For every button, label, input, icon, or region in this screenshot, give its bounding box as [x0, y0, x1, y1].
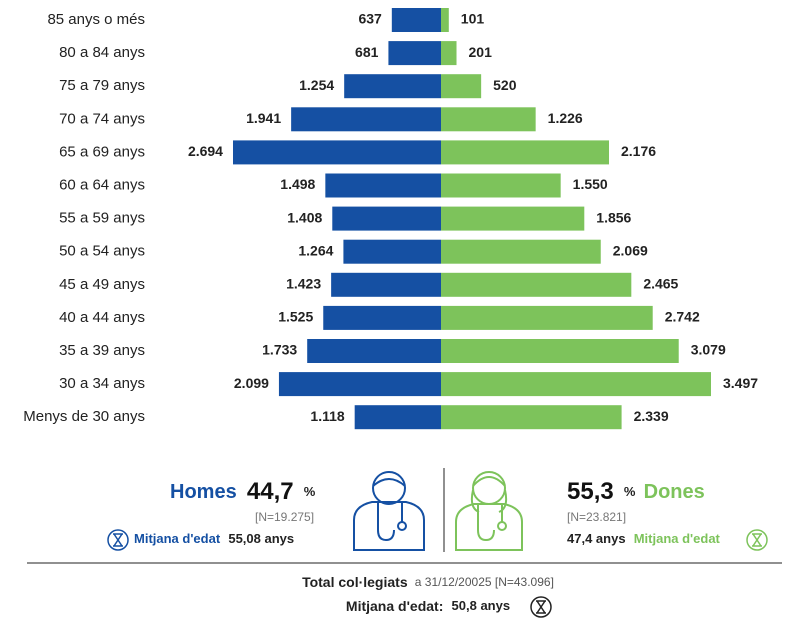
bar	[232, 140, 441, 165]
hourglass-icon	[746, 529, 768, 551]
category-label: 65 a 69 anys	[59, 143, 145, 160]
hourglass-icon	[107, 529, 129, 551]
bar	[307, 339, 441, 363]
men-mean-value: 55,08 anys	[228, 531, 294, 546]
bar	[441, 74, 482, 99]
total-mean-label: Mitjana d'edat:	[346, 598, 443, 614]
bar	[441, 173, 561, 198]
women-percent-sign: %	[624, 484, 636, 499]
value-label: 1.550	[573, 176, 608, 192]
category-label: 30 a 34 anys	[59, 375, 145, 392]
value-label: 2.099	[234, 375, 269, 391]
male-doctor-icon	[353, 471, 425, 551]
bar	[332, 206, 441, 231]
category-label: 80 a 84 anys	[59, 44, 145, 61]
total-label: Total col·legiats	[302, 574, 408, 590]
bar	[441, 305, 653, 330]
bar	[354, 405, 441, 430]
men-mean-label: Mitjana d'edat	[134, 531, 221, 546]
value-label: 1.525	[278, 309, 313, 325]
value-label: 1.118	[310, 408, 344, 424]
total-mean-value: 50,8 anys	[452, 598, 511, 613]
bar	[441, 206, 585, 231]
women-n: [N=23.821]	[567, 510, 626, 524]
men-n: [N=19.275]	[255, 510, 314, 524]
value-label: 2.742	[665, 309, 700, 325]
value-label: 101	[461, 11, 485, 27]
value-label: 2.694	[188, 143, 223, 159]
bar	[441, 140, 610, 165]
bar	[343, 239, 441, 264]
bar	[391, 8, 441, 32]
bar	[291, 107, 441, 132]
men-heading: Homes 44,7 %	[170, 478, 316, 505]
value-label: 2.339	[634, 408, 669, 424]
category-label: Menys de 30 anys	[23, 408, 145, 425]
value-label: 1.941	[246, 110, 281, 126]
category-label: 40 a 44 anys	[59, 309, 145, 326]
men-percent: 44,7	[247, 478, 294, 505]
category-label: 85 anys o més	[47, 11, 145, 28]
hourglass-icon	[530, 596, 552, 618]
value-label: 637	[358, 11, 382, 27]
bar	[388, 41, 441, 66]
women-mean-label: Mitjana d'edat	[634, 531, 721, 546]
value-label: 1.264	[298, 242, 333, 258]
category-label: 75 a 79 anys	[59, 77, 145, 94]
bar	[278, 372, 441, 397]
women-mean-value: 47,4 anys	[567, 531, 626, 546]
men-percent-sign: %	[304, 484, 316, 499]
bar	[441, 405, 622, 430]
men-label: Homes	[170, 481, 237, 503]
pyramid-plot: 85 anys o més 637 101 80 a 84 anys 681 201 75 …	[23, 8, 758, 430]
value-label: 2.176	[621, 143, 656, 159]
total-mean: Mitjana d'edat: 50,8 anys	[346, 598, 510, 615]
category-label: 45 a 49 anys	[59, 276, 145, 293]
value-label: 1.498	[280, 176, 315, 192]
value-label: 3.497	[723, 375, 758, 391]
bar	[441, 372, 711, 397]
value-label: 2.465	[643, 276, 678, 292]
value-label: 1.226	[548, 110, 583, 126]
bar	[344, 74, 441, 99]
women-label: Dones	[644, 481, 705, 503]
total-detail: a 31/12/20025 [N=43.096]	[415, 575, 554, 589]
bar	[325, 173, 441, 198]
value-label: 201	[469, 44, 493, 60]
men-mean: Mitjana d'edat 55,08 anys	[134, 531, 294, 548]
value-label: 3.079	[691, 342, 726, 358]
female-doctor-icon	[455, 471, 523, 551]
value-label: 681	[355, 44, 379, 60]
bar	[441, 107, 536, 132]
category-label: 70 a 74 anys	[59, 110, 145, 127]
bar	[441, 339, 679, 363]
bar	[441, 8, 449, 32]
value-label: 520	[493, 77, 517, 93]
category-label: 50 a 54 anys	[59, 243, 145, 260]
bar	[441, 272, 632, 297]
category-label: 35 a 39 anys	[59, 342, 145, 359]
bar	[441, 41, 457, 66]
value-label: 1.254	[299, 77, 334, 93]
value-label: 1.733	[262, 342, 297, 358]
value-label: 1.423	[286, 276, 321, 292]
total-line: Total col·legiats a 31/12/20025 [N=43.09…	[302, 574, 554, 591]
value-label: 1.408	[287, 209, 322, 225]
women-percent: 55,3	[567, 478, 614, 505]
bar	[441, 239, 601, 264]
value-label: 1.856	[596, 209, 631, 225]
category-label: 55 a 59 anys	[59, 210, 145, 227]
value-label: 2.069	[613, 242, 648, 258]
women-mean: 47,4 anys Mitjana d'edat	[567, 531, 721, 548]
women-heading: 55,3 % Dones	[567, 478, 705, 505]
bar	[323, 305, 441, 330]
bar	[331, 272, 441, 297]
category-label: 60 a 64 anys	[59, 176, 145, 193]
